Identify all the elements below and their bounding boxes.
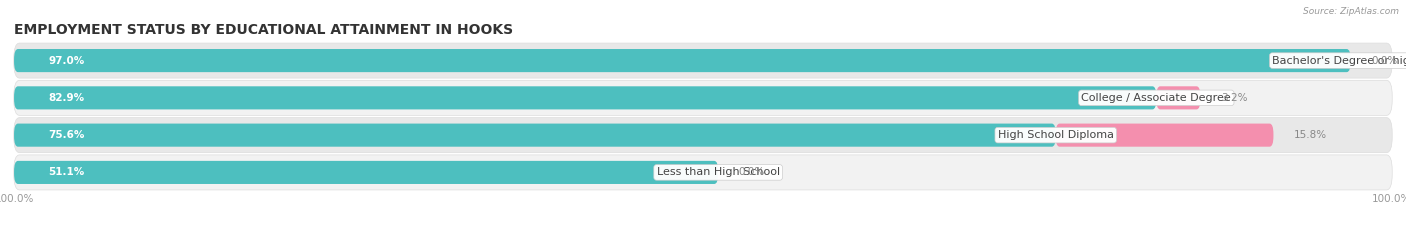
FancyBboxPatch shape xyxy=(14,118,1392,153)
FancyBboxPatch shape xyxy=(14,86,1156,110)
FancyBboxPatch shape xyxy=(14,123,1056,147)
FancyBboxPatch shape xyxy=(1056,123,1274,147)
Text: 97.0%: 97.0% xyxy=(48,56,84,65)
FancyBboxPatch shape xyxy=(14,49,1351,72)
FancyBboxPatch shape xyxy=(1156,86,1201,110)
Text: 75.6%: 75.6% xyxy=(48,130,84,140)
Text: 3.2%: 3.2% xyxy=(1220,93,1247,103)
Text: 0.0%: 0.0% xyxy=(738,168,765,177)
Text: High School Diploma: High School Diploma xyxy=(998,130,1114,140)
Text: EMPLOYMENT STATUS BY EDUCATIONAL ATTAINMENT IN HOOKS: EMPLOYMENT STATUS BY EDUCATIONAL ATTAINM… xyxy=(14,23,513,37)
Text: 0.0%: 0.0% xyxy=(1371,56,1398,65)
Text: 82.9%: 82.9% xyxy=(48,93,84,103)
Text: Source: ZipAtlas.com: Source: ZipAtlas.com xyxy=(1303,7,1399,16)
FancyBboxPatch shape xyxy=(14,161,718,184)
Text: 51.1%: 51.1% xyxy=(48,168,84,177)
Text: Bachelor's Degree or higher: Bachelor's Degree or higher xyxy=(1272,56,1406,65)
Text: Less than High School: Less than High School xyxy=(657,168,780,177)
Text: College / Associate Degree: College / Associate Degree xyxy=(1081,93,1232,103)
Text: 15.8%: 15.8% xyxy=(1294,130,1327,140)
FancyBboxPatch shape xyxy=(14,155,1392,190)
FancyBboxPatch shape xyxy=(14,80,1392,115)
FancyBboxPatch shape xyxy=(14,43,1392,78)
